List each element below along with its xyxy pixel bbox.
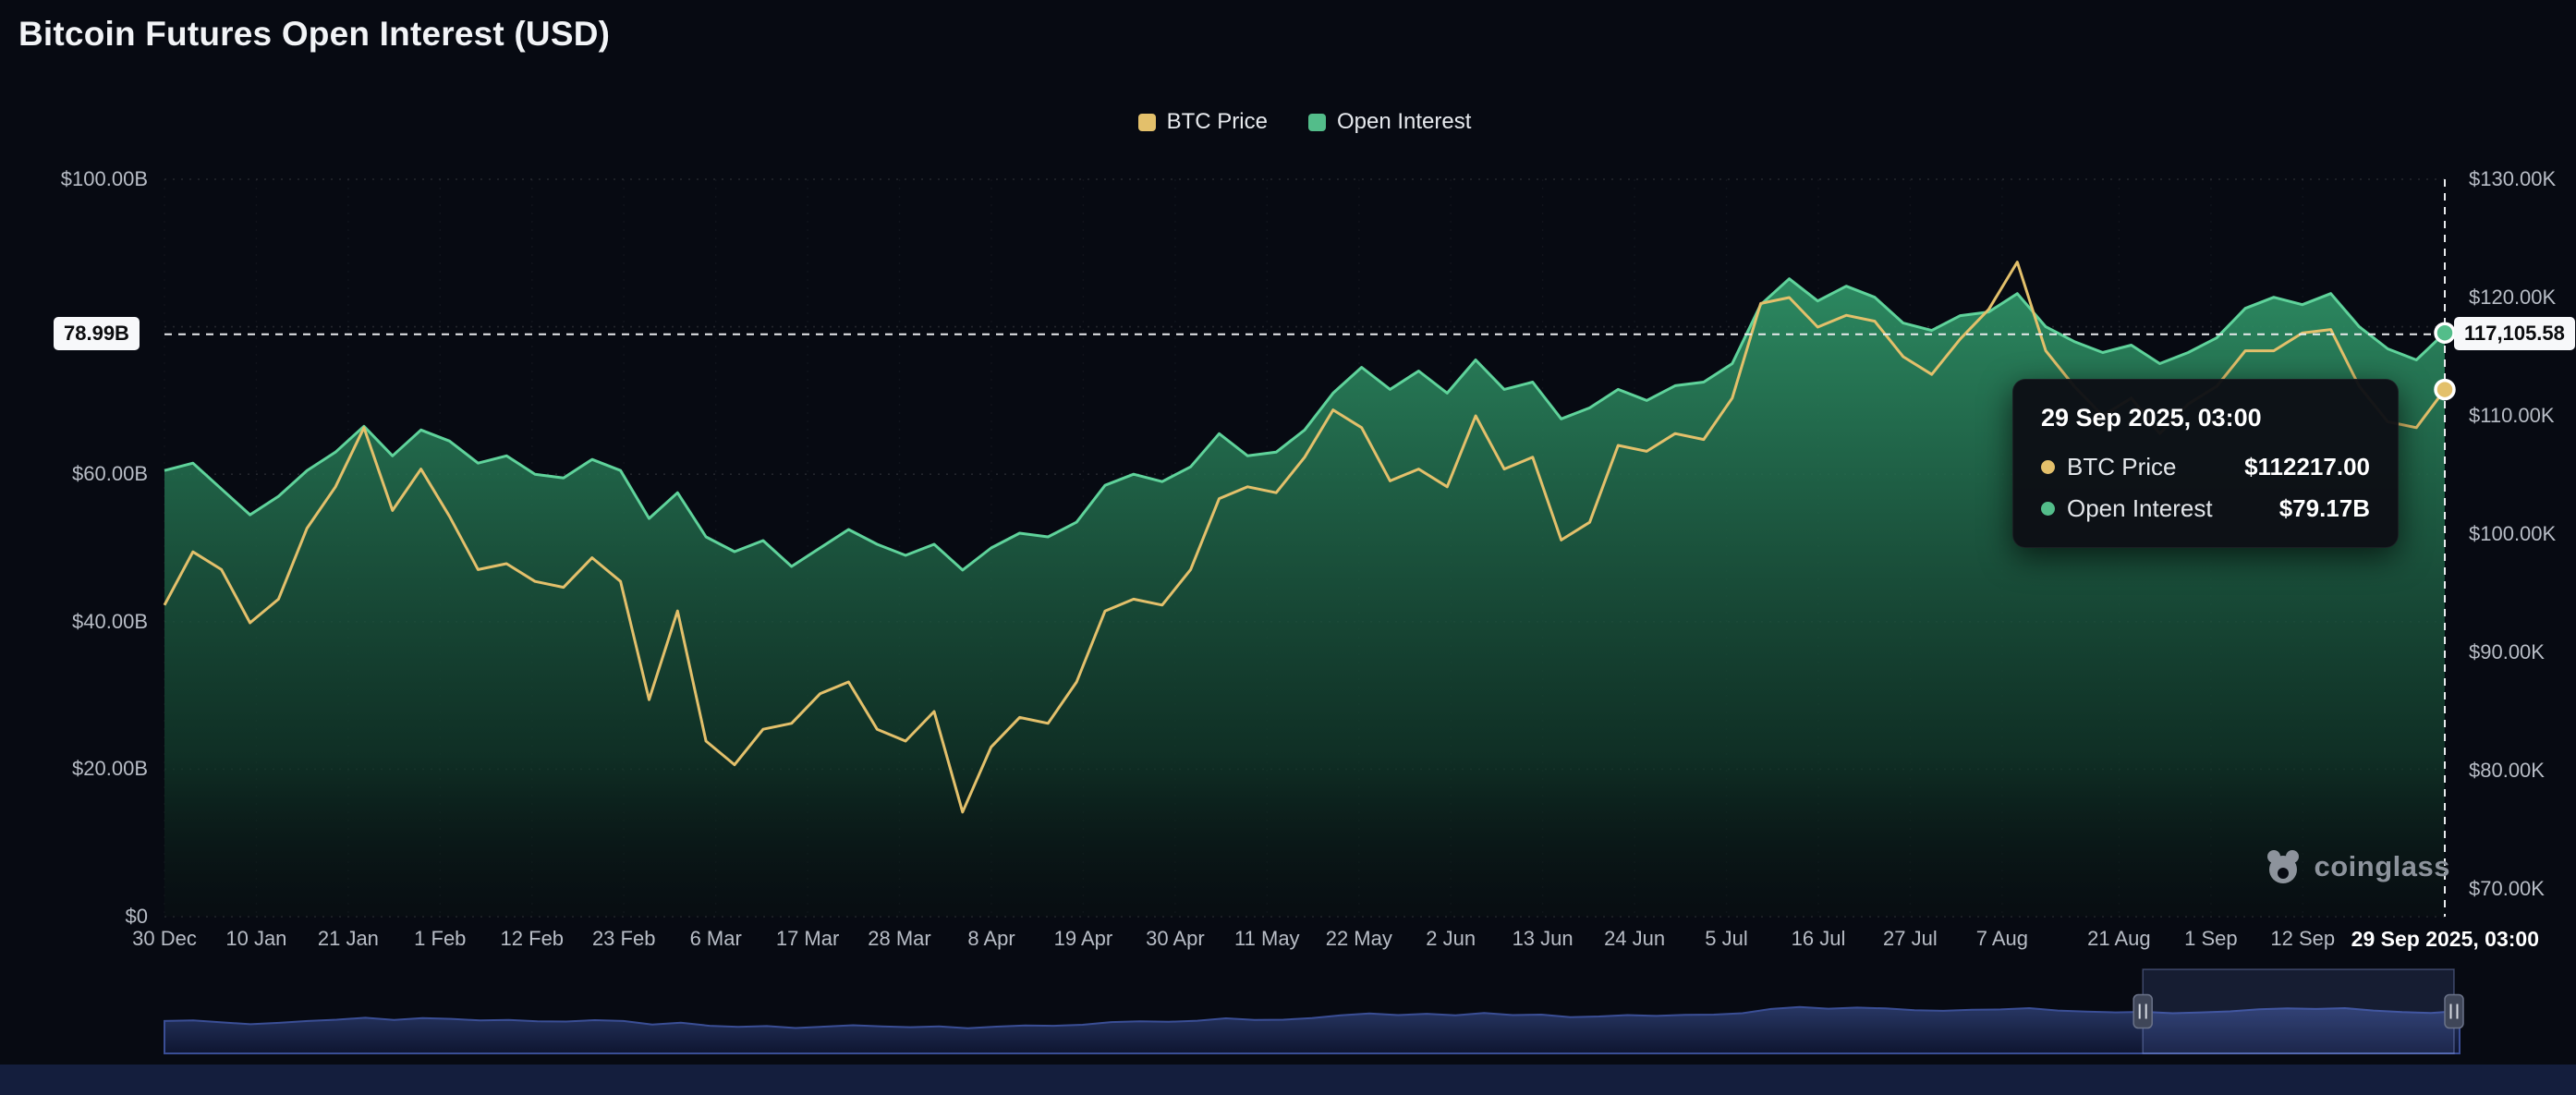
open-interest-dot-icon xyxy=(2041,502,2055,516)
x-axis-tick: 10 Jan xyxy=(225,927,287,950)
right-axis-crosshair-chip: 117,105.58 xyxy=(2454,316,2575,350)
x-axis-tick: 21 Aug xyxy=(2087,927,2151,950)
legend-label: BTC Price xyxy=(1166,109,1268,134)
btc-price-dot-icon xyxy=(2041,460,2055,474)
right-axis-tick: $120.00K xyxy=(2469,286,2557,309)
tooltip-row-open-interest: Open Interest $79.17B xyxy=(2041,494,2370,523)
tooltip-row-btc-price: BTC Price $112217.00 xyxy=(2041,453,2370,481)
x-axis-tick: 12 Feb xyxy=(500,927,565,950)
x-axis-tick: 5 Jul xyxy=(1705,927,1748,950)
right-axis-tick: $70.00K xyxy=(2469,877,2545,900)
tooltip-row-value: $79.17B xyxy=(2278,494,2370,522)
right-axis-tick: $130.00K xyxy=(2469,167,2557,190)
watermark: coinglass xyxy=(2263,846,2451,887)
legend: BTC Price Open Interest xyxy=(164,109,2445,135)
x-axis-tick: 2 Jun xyxy=(1426,927,1476,950)
x-axis-tick: 22 May xyxy=(1325,927,1392,950)
x-axis-tick: 1 Feb xyxy=(414,927,467,950)
x-axis-tick: 23 Feb xyxy=(591,927,656,950)
tooltip-row-value: $112217.00 xyxy=(2244,453,2370,481)
x-axis-tick: 30 Apr xyxy=(1146,927,1205,950)
legend-item-open-interest[interactable]: Open Interest xyxy=(1307,109,1472,135)
legend-label: Open Interest xyxy=(1336,109,1472,134)
x-axis-tick: 8 Apr xyxy=(967,927,1015,950)
x-axis-tick: 28 Mar xyxy=(868,927,931,950)
right-axis-tick: $110.00K xyxy=(2469,404,2555,427)
left-axis-tick: $40.00B xyxy=(72,609,148,633)
x-axis-tick: 30 Dec xyxy=(132,927,197,950)
legend-item-btc-price[interactable]: BTC Price xyxy=(1137,109,1268,135)
left-axis-tick: $100.00B xyxy=(60,167,148,190)
x-axis-tick: 19 Apr xyxy=(1053,927,1113,950)
x-axis-tick: 12 Sep xyxy=(2270,927,2336,950)
left-axis-crosshair-chip: 78.99B xyxy=(54,316,140,350)
x-axis-tick: 1 Sep xyxy=(2184,927,2238,950)
right-axis-tick: $100.00K xyxy=(2469,522,2557,545)
navigator-area[interactable] xyxy=(164,1005,2461,1054)
right-axis-tick: $80.00K xyxy=(2469,759,2545,782)
legend-swatch-icon xyxy=(1137,113,1156,131)
x-axis-tick: 21 Jan xyxy=(317,927,379,950)
x-axis-tick: 6 Mar xyxy=(689,927,742,950)
watermark-text: coinglass xyxy=(2314,850,2450,882)
tooltip-row-label: BTC Price xyxy=(2067,453,2177,481)
navigator-handle-right[interactable] xyxy=(2444,993,2464,1029)
x-axis-tick: 17 Mar xyxy=(775,927,840,950)
left-axis-tick: $0 xyxy=(125,905,148,928)
coinglass-logo-icon xyxy=(2266,850,2299,883)
x-axis-tick: 13 Jun xyxy=(1512,927,1574,950)
x-axis-tick: 11 May xyxy=(1234,927,1300,950)
right-axis-tick: $90.00K xyxy=(2469,640,2545,663)
x-axis-tick: 7 Aug xyxy=(1975,927,2029,950)
x-axis-tick: 27 Jul xyxy=(1883,927,1938,950)
navigator-selection[interactable] xyxy=(2142,968,2455,1054)
x-axis-tick: 24 Jun xyxy=(1604,927,1666,950)
btc-price-marker xyxy=(2434,378,2456,401)
tooltip-row-label: Open Interest xyxy=(2067,494,2213,522)
legend-swatch-icon xyxy=(1307,113,1326,131)
open-interest-area xyxy=(164,278,2445,917)
tooltip-date: 29 Sep 2025, 03:00 xyxy=(2041,404,2262,432)
navigator-handle-left[interactable] xyxy=(2132,993,2153,1029)
open-interest-line xyxy=(164,277,2447,572)
tooltip: 29 Sep 2025, 03:00 BTC Price $112217.00 … xyxy=(2012,379,2399,548)
bottom-scrollbar[interactable] xyxy=(0,1065,2576,1095)
left-axis-tick: $60.00B xyxy=(72,462,148,486)
btc-price-line xyxy=(163,261,2447,814)
left-axis-tick: $20.00B xyxy=(72,757,148,781)
page-title: Bitcoin Futures Open Interest (USD) xyxy=(18,15,611,53)
x-axis-crosshair-date: 29 Sep 2025, 03:00 xyxy=(2351,927,2539,951)
x-axis-tick: 16 Jul xyxy=(1791,927,1846,950)
open-interest-marker xyxy=(2434,322,2456,344)
